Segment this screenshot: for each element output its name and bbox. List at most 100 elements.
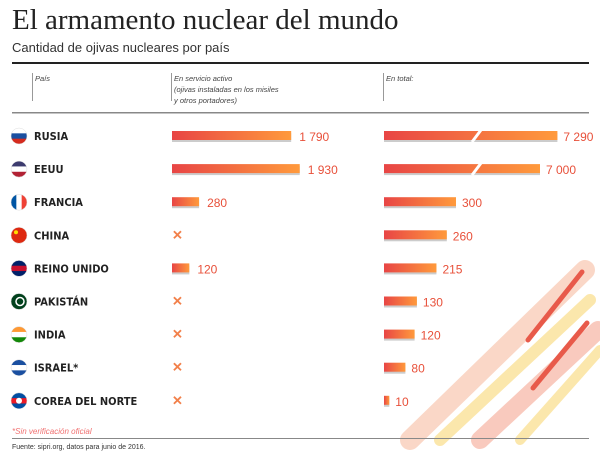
value-label-active: 1 790 — [299, 130, 329, 144]
flag-stripe — [11, 232, 27, 239]
country-label: REINO UNIDO — [34, 262, 109, 275]
flag-stripe — [11, 359, 27, 366]
flag-stripe — [11, 304, 27, 310]
country-label: ISRAEL* — [34, 362, 78, 375]
flag-border — [10, 359, 28, 376]
no-data-cross-icon: ✕ — [172, 227, 183, 242]
no-data-cross-icon: ✕ — [172, 393, 183, 408]
china-flag-icon — [10, 227, 28, 244]
bar-active — [172, 164, 300, 174]
flag-border — [10, 260, 28, 277]
rockets-decoration — [400, 260, 600, 450]
flag-stripe — [11, 326, 27, 333]
header-rule — [12, 112, 589, 114]
russia-flag-icon — [10, 127, 28, 145]
bar-total — [384, 131, 558, 140]
bar-total — [384, 263, 437, 273]
value-label-total: 260 — [453, 229, 473, 243]
bar-active — [172, 131, 292, 140]
axis-break — [470, 129, 483, 143]
country-label: RUSIA — [34, 130, 68, 143]
rocket-trail — [434, 294, 596, 446]
flag-stripe — [11, 370, 27, 376]
value-label-total: 80 — [411, 362, 425, 376]
flag-border — [10, 160, 28, 178]
value-label-active: 280 — [207, 196, 227, 210]
axis-break — [470, 162, 483, 177]
flag-emblem — [16, 397, 22, 404]
value-label-total: 10 — [395, 395, 409, 409]
flag-stripe — [11, 166, 27, 173]
france-flag-icon — [10, 193, 28, 211]
flag-stripe — [11, 128, 27, 134]
flag-stripe — [11, 260, 27, 267]
footnote: *Sin verificación oficial — [12, 427, 92, 436]
top-rule — [12, 62, 589, 64]
flag-stripe — [11, 271, 27, 277]
flag-border — [10, 392, 28, 410]
rocket-trail — [471, 321, 600, 449]
rocket-trail — [515, 345, 600, 445]
bar-total — [384, 329, 415, 339]
header-total: En total: — [383, 73, 414, 101]
country-label: EEUU — [34, 163, 64, 176]
country-label: COREA DEL NORTE — [34, 395, 137, 408]
bar-total — [384, 296, 417, 306]
bar-active — [172, 263, 190, 273]
bar-total — [384, 395, 390, 405]
flag-border — [10, 227, 28, 244]
flag-stripe — [16, 194, 23, 211]
value-label-total: 130 — [423, 296, 443, 310]
flag-border — [10, 127, 28, 145]
bar-total — [384, 362, 406, 372]
pakistan-flag-icon — [10, 293, 28, 310]
flag-stripe — [11, 194, 17, 211]
flag-stripe — [11, 392, 27, 399]
flag-stripe — [11, 365, 27, 371]
flag-stripe — [11, 265, 27, 272]
flag-star — [14, 230, 18, 235]
flag-stripe — [11, 337, 27, 343]
bar-total — [384, 164, 540, 174]
value-label-total: 7 000 — [546, 163, 576, 177]
flag-border — [10, 326, 28, 343]
no-data-cross-icon: ✕ — [172, 294, 183, 309]
flag-stripe — [11, 331, 27, 338]
flag-stripe — [11, 403, 27, 409]
value-label-active: 120 — [197, 262, 217, 276]
flag-crescent — [15, 296, 25, 307]
india-flag-icon — [10, 326, 28, 343]
country-label: CHINA — [34, 229, 70, 242]
no-data-cross-icon: ✕ — [172, 327, 183, 342]
israel-flag-icon — [10, 359, 28, 376]
flag-stripe — [11, 171, 27, 178]
bar-active — [172, 197, 200, 207]
no-data-cross-icon: ✕ — [172, 360, 183, 375]
country-label: INDIA — [34, 329, 66, 342]
flag-border — [10, 293, 28, 310]
header-active: En servicio activo (ojivas instaladas en… — [171, 73, 279, 105]
value-label-total: 120 — [421, 329, 441, 343]
source: Fuente: sipri.org, datos para junio de 2… — [12, 444, 146, 451]
country-label: PAKISTÁN — [34, 296, 88, 309]
bar-total — [384, 197, 456, 207]
flag-border — [10, 193, 28, 211]
bar-total — [384, 230, 447, 240]
usa-flag-icon — [10, 160, 28, 178]
value-label-total: 215 — [442, 262, 462, 276]
flag-stripe — [11, 161, 27, 167]
flag-stripe — [11, 138, 27, 144]
bottom-rule — [12, 438, 589, 439]
rocket-icon — [530, 320, 590, 391]
header-country: País — [32, 73, 50, 101]
country-label: FRANCIA — [34, 196, 83, 209]
rocket-trail — [400, 260, 595, 450]
rocket-icon — [525, 269, 585, 343]
flag-stripe — [11, 293, 27, 300]
value-label-total: 300 — [462, 196, 482, 210]
flag-stripe — [11, 133, 27, 140]
value-label-total: 7 290 — [563, 130, 593, 144]
flag-stripe — [11, 227, 27, 234]
